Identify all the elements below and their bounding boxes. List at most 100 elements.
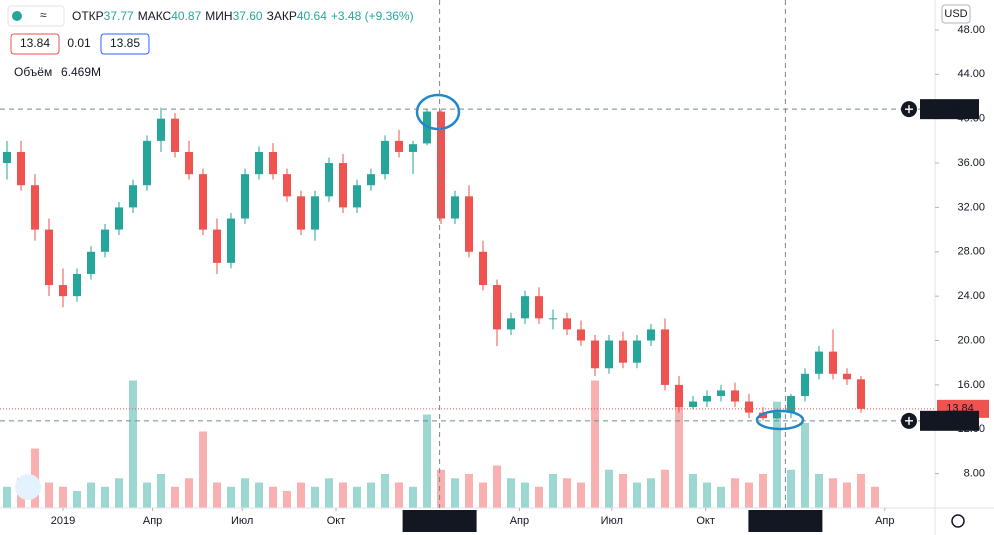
x-tick-label: Июл bbox=[231, 515, 253, 527]
volume-bar bbox=[465, 474, 473, 508]
candle-body bbox=[549, 318, 557, 320]
highlight-ellipse bbox=[415, 93, 461, 131]
crosshair-date-box bbox=[748, 510, 823, 532]
candle-body bbox=[143, 140, 151, 186]
currency-button[interactable] bbox=[941, 4, 971, 24]
candle-body bbox=[857, 379, 865, 409]
volume-bar bbox=[563, 478, 571, 508]
volume-bar bbox=[661, 469, 669, 508]
candle-body bbox=[87, 251, 95, 274]
candle-body bbox=[465, 196, 473, 252]
sell-button[interactable] bbox=[10, 33, 60, 55]
plus-icon bbox=[905, 105, 913, 114]
candle-body bbox=[395, 140, 403, 152]
volume-bar bbox=[423, 414, 431, 508]
candle-body bbox=[689, 401, 697, 408]
volume-bar bbox=[381, 474, 389, 508]
candle-body bbox=[115, 207, 123, 230]
candle-body bbox=[409, 144, 417, 152]
volume-bar bbox=[689, 474, 697, 508]
spread: 0.01 bbox=[67, 36, 91, 50]
crosshair-price-box bbox=[920, 410, 979, 431]
volume-bar bbox=[157, 474, 165, 508]
volume-bar bbox=[3, 486, 11, 508]
volume-bar bbox=[395, 482, 403, 508]
volume-bar bbox=[801, 423, 809, 508]
volume-bar bbox=[269, 486, 277, 508]
low-value: 37.60 bbox=[233, 9, 263, 23]
candle-body bbox=[829, 351, 837, 374]
high-label: МАКС bbox=[138, 9, 172, 23]
candle-body bbox=[521, 296, 529, 319]
volume-bar bbox=[591, 380, 599, 508]
close-label: ЗАКР bbox=[267, 9, 297, 23]
x-tick-label: Окт bbox=[696, 515, 715, 527]
candle-body bbox=[339, 163, 347, 208]
y-tick-label: 28.00 bbox=[957, 246, 985, 258]
wave-icon[interactable]: ≈ bbox=[40, 8, 47, 22]
volume-bar bbox=[409, 486, 417, 508]
volume-bar bbox=[745, 482, 753, 508]
volume-bar bbox=[255, 482, 263, 508]
y-tick-label: 32.00 bbox=[957, 201, 985, 213]
candle-body bbox=[563, 318, 571, 330]
x-tick-label: Июл bbox=[601, 515, 623, 527]
y-tick-label: 8.00 bbox=[964, 468, 985, 480]
volume-bar bbox=[283, 491, 291, 508]
volume-bar bbox=[311, 486, 319, 508]
volume-bar bbox=[129, 380, 137, 508]
change-value: +3.48 (+9.36%) bbox=[331, 9, 414, 23]
crosshair-price-label: 40.86 bbox=[933, 103, 961, 115]
crosshair-date-box bbox=[402, 510, 477, 532]
volume-value: 6.469M bbox=[61, 65, 101, 79]
candle-body bbox=[31, 185, 39, 230]
legend-toggle[interactable] bbox=[7, 5, 65, 27]
candle-body bbox=[815, 351, 823, 374]
volume-bar bbox=[703, 482, 711, 508]
candle-body bbox=[675, 384, 683, 408]
y-tick-label: 36.00 bbox=[957, 157, 985, 169]
candle-body bbox=[171, 118, 179, 152]
volume-bar bbox=[143, 482, 151, 508]
candle-body bbox=[647, 329, 655, 341]
candle-body bbox=[269, 151, 277, 175]
candle-body bbox=[311, 196, 319, 230]
volume-bar bbox=[59, 486, 67, 508]
candle-body bbox=[591, 340, 599, 369]
volume-bar bbox=[549, 474, 557, 508]
volume-bar bbox=[871, 486, 879, 508]
volume-bar bbox=[353, 486, 361, 508]
volume-bar bbox=[717, 486, 725, 508]
candle-body bbox=[129, 185, 137, 208]
candle-body bbox=[367, 174, 375, 186]
crosshair-date-label: 16 Дек '20 bbox=[760, 515, 811, 527]
volume-bar bbox=[199, 431, 207, 508]
volume-bar bbox=[339, 482, 347, 508]
volume-bar bbox=[787, 469, 795, 508]
volume-bar bbox=[171, 486, 179, 508]
currency[interactable]: USD bbox=[944, 8, 967, 20]
y-tick-label: 20.00 bbox=[957, 334, 985, 346]
x-tick-label: 2019 bbox=[51, 515, 75, 527]
volume-bar bbox=[451, 478, 459, 508]
sell-price[interactable]: 13.84 bbox=[20, 36, 50, 50]
volume-bar bbox=[605, 469, 613, 508]
volume-bar bbox=[367, 482, 375, 508]
candle-body bbox=[381, 140, 389, 175]
candle-body bbox=[787, 395, 795, 413]
volume-bar bbox=[101, 486, 109, 508]
logo[interactable] bbox=[15, 474, 41, 500]
settings-icon[interactable] bbox=[951, 514, 965, 528]
y-tick-label: 16.00 bbox=[957, 379, 985, 391]
candle-body bbox=[661, 329, 669, 385]
candle-body bbox=[633, 340, 641, 363]
highlight-ellipse bbox=[755, 409, 805, 431]
candle-body bbox=[843, 373, 851, 380]
volume-bar bbox=[325, 478, 333, 508]
volume-bar bbox=[73, 491, 81, 508]
buy-price[interactable]: 13.85 bbox=[110, 36, 140, 50]
volume-bar bbox=[115, 478, 123, 508]
buy-button[interactable] bbox=[100, 33, 150, 55]
volume-bar bbox=[759, 474, 767, 508]
